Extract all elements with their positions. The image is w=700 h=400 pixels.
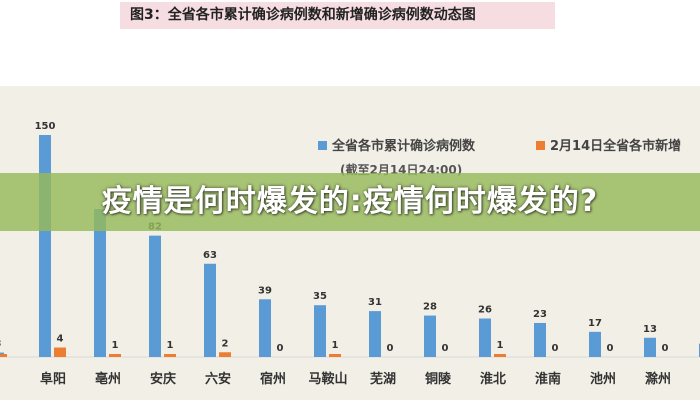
bar-cumulative xyxy=(644,337,656,357)
category-label: 芜湖 xyxy=(370,371,396,387)
bar-cumulative xyxy=(204,263,216,357)
bar-new xyxy=(109,354,121,357)
label-cumulative: 26 xyxy=(478,305,492,316)
bar-cumulative xyxy=(534,322,546,357)
label-new: 0 xyxy=(662,343,669,354)
label-cumulative: 150 xyxy=(35,121,56,132)
chart-panel xyxy=(0,86,700,400)
label-cumulative: 63 xyxy=(203,250,217,261)
bar-new xyxy=(329,354,341,357)
label-new: 0 xyxy=(442,343,449,354)
label-new: 2 xyxy=(222,338,229,349)
label-new: 0 xyxy=(552,343,559,354)
bar-new xyxy=(219,352,231,357)
legend-label-new: 2月14日全省各市新增 xyxy=(550,138,681,154)
bar-new xyxy=(494,354,506,357)
label-new: 1 xyxy=(497,340,504,351)
label-cumulative: 31 xyxy=(368,297,382,308)
label-new: 1 xyxy=(332,340,339,351)
label-cumulative: 35 xyxy=(313,291,327,302)
category-label: 淮南 xyxy=(534,371,561,387)
category-label: 宿州 xyxy=(260,371,286,387)
banner-text: 疫情是何时爆发的:疫情何时爆发的? xyxy=(101,184,599,219)
bar-cumulative xyxy=(369,311,381,357)
label-new: 0 xyxy=(607,343,614,354)
bar-cumulative xyxy=(94,209,106,357)
legend-swatch-cumulative xyxy=(318,141,327,150)
label-cumulative: 17 xyxy=(588,318,602,329)
bar-new xyxy=(54,347,66,357)
label-cumulative: 39 xyxy=(258,285,272,296)
category-label: 阜阳 xyxy=(40,371,66,387)
label-new: 1 xyxy=(112,340,119,351)
category-label: 六安 xyxy=(205,371,231,387)
label-new: 1 xyxy=(167,340,174,351)
label-new: 4 xyxy=(57,334,64,345)
figure-title: 图3：全省各市累计确诊病例数和新增确诊病例数动态图 xyxy=(120,2,555,29)
category-label: 铜陵 xyxy=(424,371,452,387)
category-label: 池州 xyxy=(590,371,616,387)
label-new: 0 xyxy=(387,343,394,354)
category-label: 安庆 xyxy=(150,371,176,387)
label-cumulative-partial: 3 xyxy=(0,339,2,350)
category-label: 亳州 xyxy=(95,371,121,387)
overlay-banner xyxy=(0,173,700,231)
legend-swatch-new xyxy=(536,141,545,150)
category-label: 马鞍山 xyxy=(308,371,347,387)
category-label: 淮北 xyxy=(479,371,506,387)
category-label: 滁州 xyxy=(645,371,671,387)
bar-new-partial xyxy=(0,354,7,357)
bar-cumulative xyxy=(479,318,491,357)
bar-new xyxy=(164,354,176,357)
bar-cumulative xyxy=(314,305,326,357)
bar-cumulative xyxy=(589,331,601,357)
bar-cumulative xyxy=(149,235,161,357)
legend-label-cumulative: 全省各市累计确诊病例数 xyxy=(331,138,476,154)
bar-cumulative xyxy=(259,299,271,357)
bar-cumulative xyxy=(39,135,51,357)
label-cumulative: 13 xyxy=(643,324,657,335)
label-cumulative: 28 xyxy=(423,302,437,313)
bar-cumulative xyxy=(424,315,436,357)
label-new: 0 xyxy=(277,343,284,354)
label-cumulative: 23 xyxy=(533,309,547,320)
